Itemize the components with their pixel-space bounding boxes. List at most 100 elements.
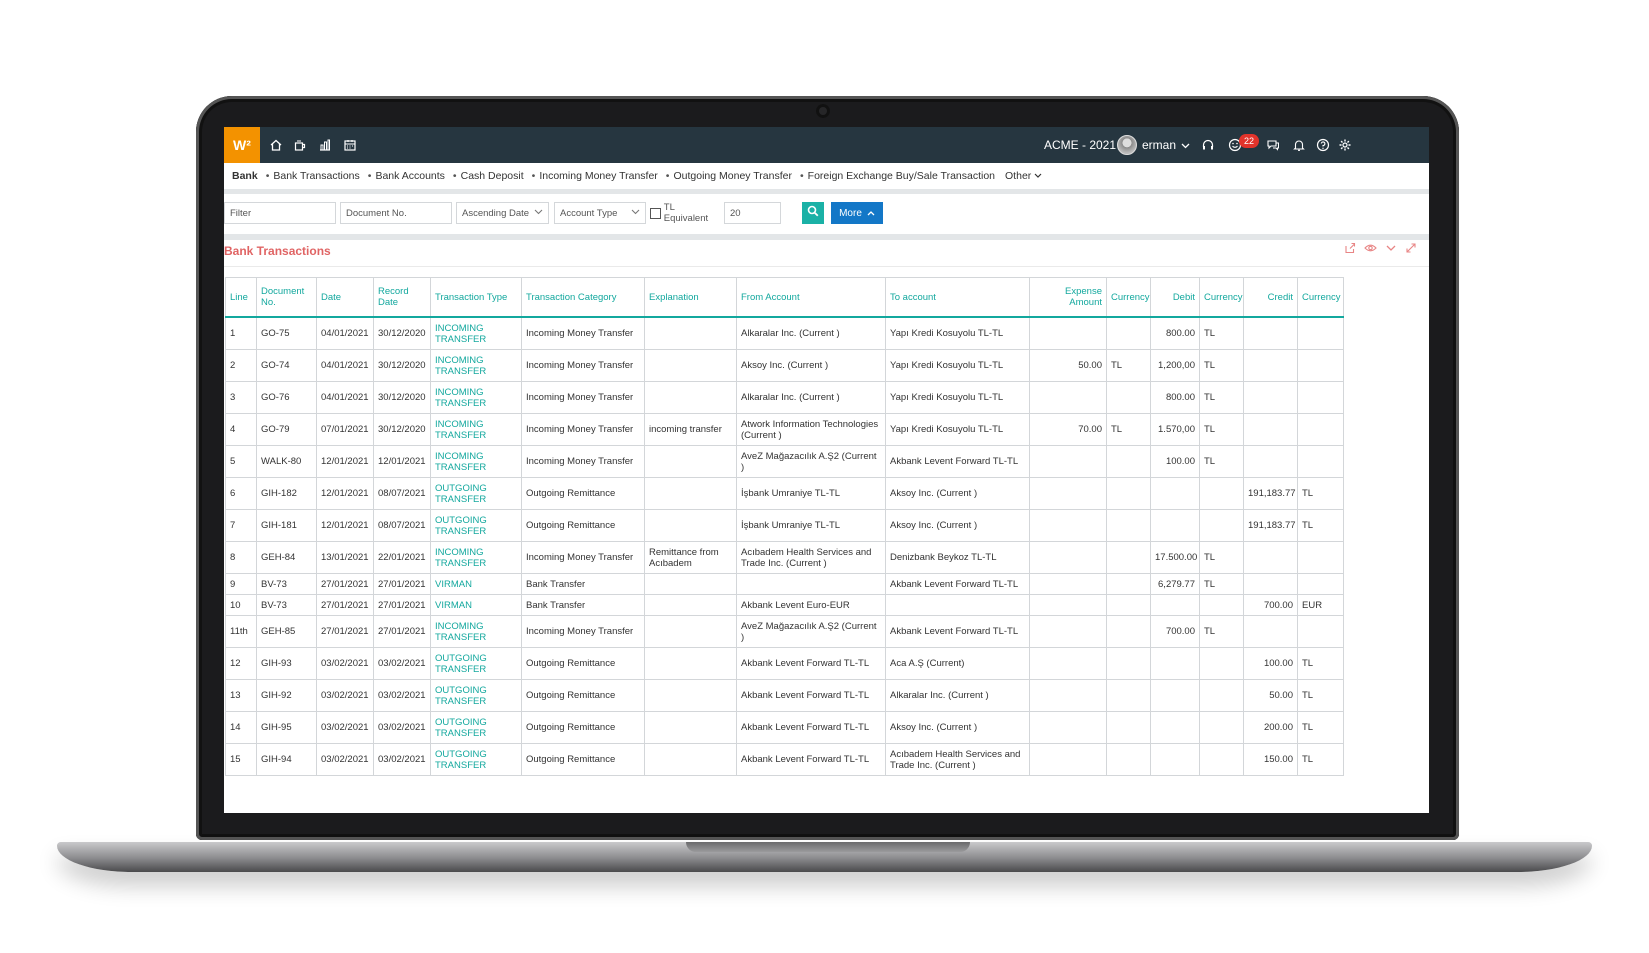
table-row[interactable]: 14 GIH-95 03/02/2021 03/02/2021 OUTGOING TRA… [225, 711, 1344, 744]
column-header[interactable]: Transaction Type [430, 277, 522, 318]
table-cell: INCOMING TRANSFER [430, 349, 522, 382]
column-header[interactable]: Debit [1150, 277, 1200, 318]
table-cell: 27/01/2021 [316, 615, 374, 648]
column-header[interactable]: Transaction Category [521, 277, 645, 318]
tl-equivalent-checkbox[interactable]: TL Equivalent [650, 202, 720, 224]
table-cell: TL [1199, 573, 1244, 595]
table-row[interactable]: 2 GO-74 04/01/2021 30/12/2020 INCOMING TRANS… [225, 349, 1344, 382]
user-menu[interactable]: erman [1117, 127, 1190, 163]
nav-item-bank-accounts[interactable]: Bank Accounts [375, 170, 445, 182]
nav-separator: • [452, 170, 457, 182]
sort-select[interactable]: Ascending Date [456, 202, 549, 224]
chat-icon[interactable] [1265, 137, 1281, 153]
table-row[interactable]: 9 BV-73 27/01/2021 27/01/2021 VIRMAN Bank Tra… [225, 573, 1344, 595]
bell-icon[interactable] [1291, 137, 1307, 153]
avatar [1117, 135, 1137, 155]
table-cell: 03/02/2021 [373, 743, 431, 776]
nav-root-bank[interactable]: Bank [232, 170, 258, 182]
column-header[interactable]: To account [885, 277, 1030, 318]
table-row[interactable]: 1 GO-75 04/01/2021 30/12/2020 INCOMING TRANS… [225, 316, 1344, 350]
table-cell: 13 [225, 679, 257, 712]
more-button-label: More [839, 207, 862, 219]
table-cell: TL [1297, 679, 1344, 712]
nav-item-bank-transactions[interactable]: Bank Transactions [273, 170, 360, 182]
table-cell: 03/02/2021 [316, 743, 374, 776]
column-header[interactable]: Currency [1106, 277, 1151, 318]
table-cell [1199, 711, 1244, 744]
more-button[interactable]: More [831, 202, 883, 224]
table-row[interactable]: 11th GEH-85 27/01/2021 27/01/2021 INCOMING T… [225, 615, 1344, 648]
table-cell [1029, 381, 1107, 414]
table-row[interactable]: 5 WALK-80 12/01/2021 12/01/2021 INCOMING TRA… [225, 445, 1344, 478]
table-row[interactable]: 13 GIH-92 03/02/2021 03/02/2021 OUTGOING TRA… [225, 679, 1344, 712]
column-header[interactable]: Record Date [373, 277, 431, 318]
expand-icon[interactable] [1405, 242, 1417, 257]
table-cell [1243, 615, 1298, 648]
column-header[interactable]: Line [225, 277, 257, 318]
chevron-down-icon [631, 207, 640, 217]
panel-title: Bank Transactions [224, 244, 331, 258]
column-header[interactable]: Date [316, 277, 374, 318]
table-cell: 5 [225, 445, 257, 478]
export-icon[interactable] [1344, 242, 1356, 257]
table-cell [1106, 541, 1151, 574]
table-cell [644, 615, 737, 648]
app-logo[interactable]: W² [224, 127, 260, 163]
chevron-down-icon[interactable] [1385, 242, 1397, 257]
chart-icon[interactable] [317, 137, 333, 153]
table-cell: VIRMAN [430, 573, 522, 595]
column-header[interactable]: Expense Amount [1029, 277, 1107, 318]
home-icon[interactable] [268, 137, 284, 153]
table-row[interactable]: 4 GO-79 07/01/2021 30/12/2020 INCOMING TRANS… [225, 413, 1344, 446]
table-cell: Alkaralar Inc. (Current ) [736, 316, 886, 350]
document-no-input[interactable]: Document No. [340, 202, 452, 224]
divider [224, 234, 1429, 240]
coffee-icon[interactable] [292, 137, 308, 153]
gear-icon[interactable] [1337, 137, 1353, 153]
column-header[interactable]: From Account [736, 277, 886, 318]
table-cell: AveZ Mağazacılık A.Ş2 (Current ) [736, 445, 886, 478]
tl-equivalent-label: TL Equivalent [663, 202, 709, 224]
user-name: erman [1142, 138, 1177, 152]
table-row[interactable]: 12 GIH-93 03/02/2021 03/02/2021 OUTGOING TRA… [225, 647, 1344, 680]
table-cell: 08/07/2021 [373, 477, 431, 510]
column-header[interactable]: Explanation [644, 277, 737, 318]
nav-item-outgoing-money-transfer[interactable]: Outgoing Money Transfer [673, 170, 792, 182]
table-row[interactable]: 8 GEH-84 13/01/2021 22/01/2021 INCOMING TRAN… [225, 541, 1344, 574]
table-cell [1029, 743, 1107, 776]
table-cell [1243, 349, 1298, 382]
eye-icon[interactable] [1364, 242, 1377, 257]
page-size-input[interactable]: 20 [724, 202, 781, 224]
search-button[interactable] [802, 202, 824, 224]
company-label[interactable]: ACME - 2021 [1044, 127, 1116, 163]
nav-item-incoming-money-transfer[interactable]: Incoming Money Transfer [539, 170, 658, 182]
column-header[interactable]: Document No. [256, 277, 317, 318]
table-row[interactable]: 3 GO-76 04/01/2021 30/12/2020 INCOMING TRANS… [225, 381, 1344, 414]
table-cell: INCOMING TRANSFER [430, 445, 522, 478]
help-icon[interactable] [1315, 137, 1331, 153]
headset-icon[interactable] [1200, 137, 1216, 153]
table-row[interactable]: 6 GIH-182 12/01/2021 08/07/2021 OUTGOING TRA… [225, 477, 1344, 510]
table-cell [1106, 316, 1151, 350]
table-cell: Outgoing Remittance [521, 477, 645, 510]
nav-item-other[interactable]: Other [1005, 170, 1042, 182]
account-type-select[interactable]: Account Type [554, 202, 646, 224]
table-cell [1029, 316, 1107, 350]
table-cell: 200.00 [1243, 711, 1298, 744]
calendar-icon[interactable] [342, 137, 358, 153]
table-cell [644, 349, 737, 382]
notification-badge[interactable]: 22 [1239, 134, 1259, 148]
table-row[interactable]: 10 BV-73 27/01/2021 27/01/2021 VIRMAN Bank Tr… [225, 594, 1344, 616]
column-header[interactable]: Currency [1297, 277, 1344, 318]
filter-input[interactable]: Filter [224, 202, 336, 224]
column-header[interactable]: Currency [1199, 277, 1244, 318]
nav-item-foreign-exchange[interactable]: Foreign Exchange Buy/Sale Transaction [807, 170, 996, 182]
table-row[interactable]: 7 GIH-181 12/01/2021 08/07/2021 OUTGOING TRA… [225, 509, 1344, 542]
table-cell: INCOMING TRANSFER [430, 413, 522, 446]
app-screen: W² ACME - 2021 erman 22 [224, 127, 1429, 813]
table-cell [1199, 594, 1244, 616]
nav-item-cash-deposit[interactable]: Cash Deposit [460, 170, 524, 182]
column-header[interactable]: Credit [1243, 277, 1298, 318]
table-cell: INCOMING TRANSFER [430, 381, 522, 414]
table-row[interactable]: 15 GIH-94 03/02/2021 03/02/2021 OUTGOING TRA… [225, 743, 1344, 776]
